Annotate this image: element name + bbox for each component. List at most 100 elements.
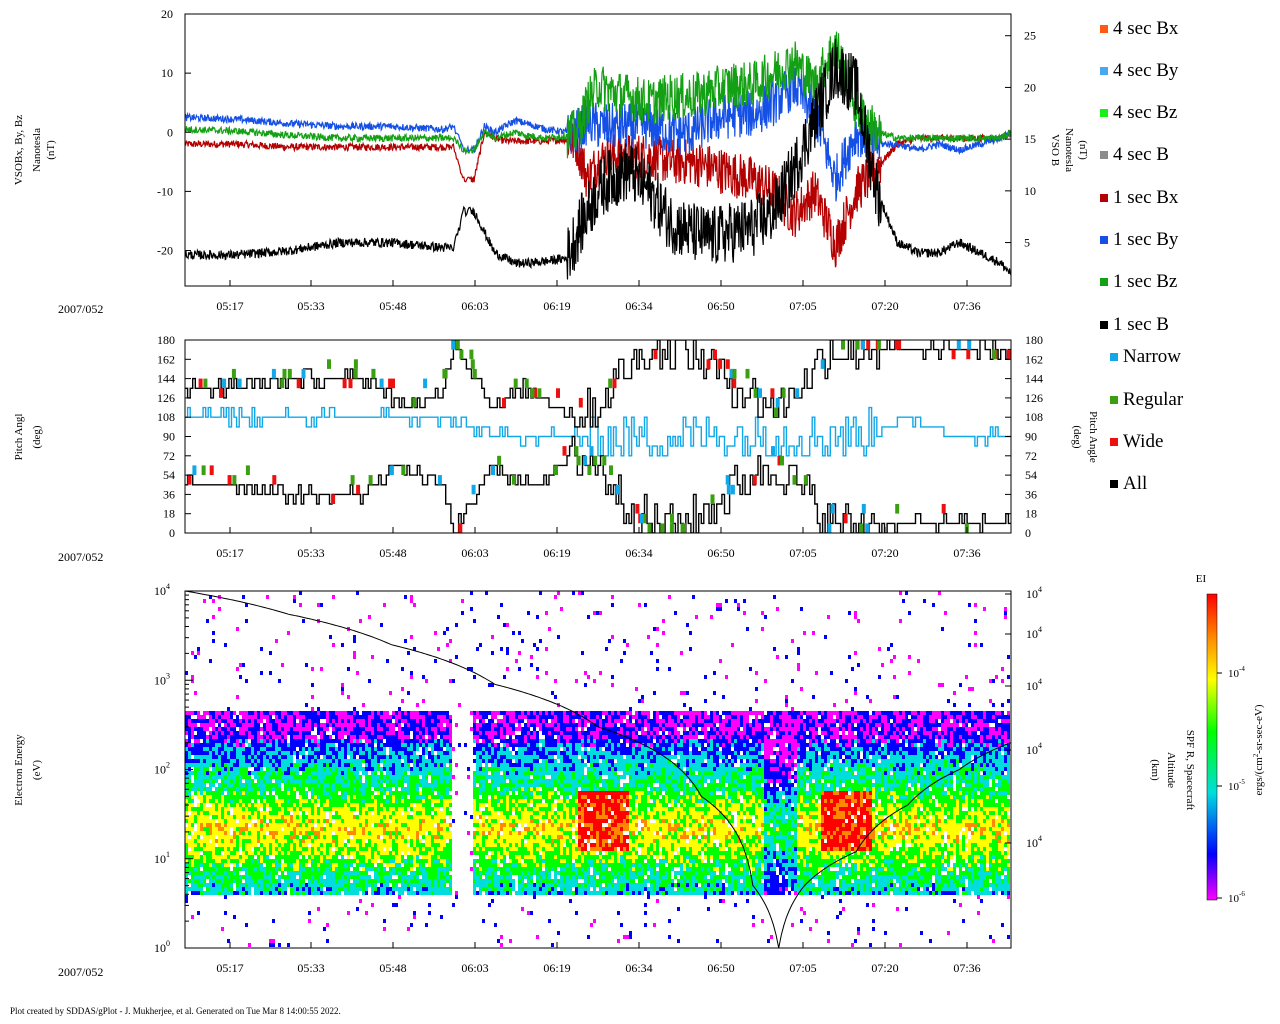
spectrogram-cell bbox=[242, 595, 245, 599]
spectrogram-cell bbox=[335, 711, 338, 715]
spectrogram-cell bbox=[323, 767, 326, 771]
spectrogram-cell bbox=[266, 735, 269, 739]
spectrogram-cell bbox=[206, 619, 209, 623]
spectrogram-cell bbox=[248, 759, 251, 763]
spectrogram-cell bbox=[497, 887, 500, 891]
spectrogram-cell bbox=[209, 787, 212, 791]
spectrogram-cell bbox=[203, 747, 206, 751]
spectrogram-cell bbox=[413, 847, 416, 851]
spectrogram-cell bbox=[188, 771, 191, 775]
spectrogram-cell bbox=[452, 903, 455, 907]
spectrogram-cell bbox=[494, 723, 497, 727]
spectrogram-cell bbox=[410, 791, 413, 795]
spectrogram-cell bbox=[272, 847, 275, 851]
spectrogram-cell bbox=[227, 723, 230, 727]
spectrogram-cell bbox=[338, 775, 341, 779]
spectrogram-cell bbox=[371, 867, 374, 871]
spectrogram-cell bbox=[269, 879, 272, 883]
spectrogram-cell bbox=[515, 763, 518, 767]
spectrogram-cell bbox=[350, 715, 353, 719]
spectrogram-cell bbox=[308, 731, 311, 735]
spectrogram-cell bbox=[338, 811, 341, 815]
spectrogram-cell bbox=[269, 747, 272, 751]
pitch-bin bbox=[616, 484, 620, 495]
spectrogram-cell bbox=[248, 843, 251, 847]
spectrogram-cell bbox=[218, 803, 221, 807]
spectrogram-cell bbox=[263, 771, 266, 775]
spectrogram-cell bbox=[224, 831, 227, 835]
spectrogram-cell bbox=[341, 759, 344, 763]
spectrogram-cell bbox=[512, 739, 515, 743]
spectrogram-cell bbox=[245, 819, 248, 823]
spectrogram-cell bbox=[248, 735, 251, 739]
spectrogram-cell bbox=[347, 739, 350, 743]
spectrogram-cell bbox=[398, 735, 401, 739]
spectrogram-cell bbox=[308, 763, 311, 767]
spectrogram-cell bbox=[359, 619, 362, 623]
spectrogram-cell bbox=[272, 811, 275, 815]
spectrogram-cell bbox=[218, 887, 221, 891]
spectrogram-cell bbox=[521, 847, 524, 851]
spectrogram-cell bbox=[188, 855, 191, 859]
spectrogram-cell bbox=[209, 755, 212, 759]
spectrogram-cell bbox=[416, 783, 419, 787]
spectrogram-cell bbox=[509, 751, 512, 755]
pitch-bin bbox=[593, 455, 598, 466]
spectrogram-cell bbox=[449, 875, 452, 879]
spectrogram-cell bbox=[338, 827, 341, 831]
spectrogram-cell bbox=[356, 767, 359, 771]
spectrogram-cell bbox=[188, 719, 191, 723]
spectrogram-cell bbox=[221, 799, 224, 803]
spectrogram-cell bbox=[419, 819, 422, 823]
spectrogram-cell bbox=[236, 771, 239, 775]
spectrogram-cell bbox=[383, 839, 386, 843]
pitch-bin bbox=[1006, 330, 1010, 340]
spectrogram-cell bbox=[308, 855, 311, 859]
spectrogram-cell bbox=[497, 755, 500, 759]
spectrogram-cell bbox=[221, 879, 224, 883]
spectrogram-cell bbox=[371, 715, 374, 719]
spectrogram-cell bbox=[299, 747, 302, 751]
spectrogram-cell bbox=[194, 891, 197, 895]
spectrogram-cell bbox=[503, 863, 506, 867]
spectrogram-cell bbox=[287, 835, 290, 839]
spectrogram-cell bbox=[500, 735, 503, 739]
spectrogram-cell bbox=[320, 891, 323, 895]
spectrogram-cell bbox=[206, 771, 209, 775]
spectrogram-cell bbox=[404, 859, 407, 863]
spectrogram-cell bbox=[293, 787, 296, 791]
pitch-bin bbox=[469, 349, 474, 360]
x-tick-label-p2: 06:50 bbox=[707, 546, 734, 560]
spectrogram-cell bbox=[302, 735, 305, 739]
spectrogram-cell bbox=[482, 831, 485, 835]
spectrogram-cell bbox=[263, 731, 266, 735]
spectrogram-cell bbox=[404, 811, 407, 815]
spectrogram-cell bbox=[227, 763, 230, 767]
spectrogram-cell bbox=[476, 871, 479, 875]
spectrogram-cell bbox=[329, 711, 332, 715]
spectrogram-cell bbox=[221, 847, 224, 851]
spectrogram-cell bbox=[416, 819, 419, 823]
spectrogram-cell bbox=[428, 783, 431, 787]
spectrogram-cell bbox=[410, 807, 413, 811]
spectrogram-cell bbox=[413, 835, 416, 839]
spectrogram-cell bbox=[314, 755, 317, 759]
spectrogram-cell bbox=[389, 763, 392, 767]
spectrogram-cell bbox=[401, 779, 404, 783]
spectrogram-cell bbox=[479, 759, 482, 763]
spectrogram-cell bbox=[395, 739, 398, 743]
spectrogram-cell bbox=[365, 731, 368, 735]
spectrogram-cell bbox=[368, 859, 371, 863]
spectrogram-cell bbox=[491, 771, 494, 775]
spectrogram-cell bbox=[416, 799, 419, 803]
spectrogram-cell bbox=[413, 831, 416, 835]
spectrogram-cell bbox=[344, 831, 347, 835]
spectrogram-cell bbox=[404, 759, 407, 763]
spectrogram-cell bbox=[503, 843, 506, 847]
spectrogram-cell bbox=[407, 927, 410, 931]
spectrogram-cell bbox=[440, 875, 443, 879]
spectrogram-cell bbox=[260, 787, 263, 791]
spectrogram-cell bbox=[269, 711, 272, 715]
spectrogram-cell bbox=[311, 859, 314, 863]
spectrogram-cell bbox=[287, 783, 290, 787]
